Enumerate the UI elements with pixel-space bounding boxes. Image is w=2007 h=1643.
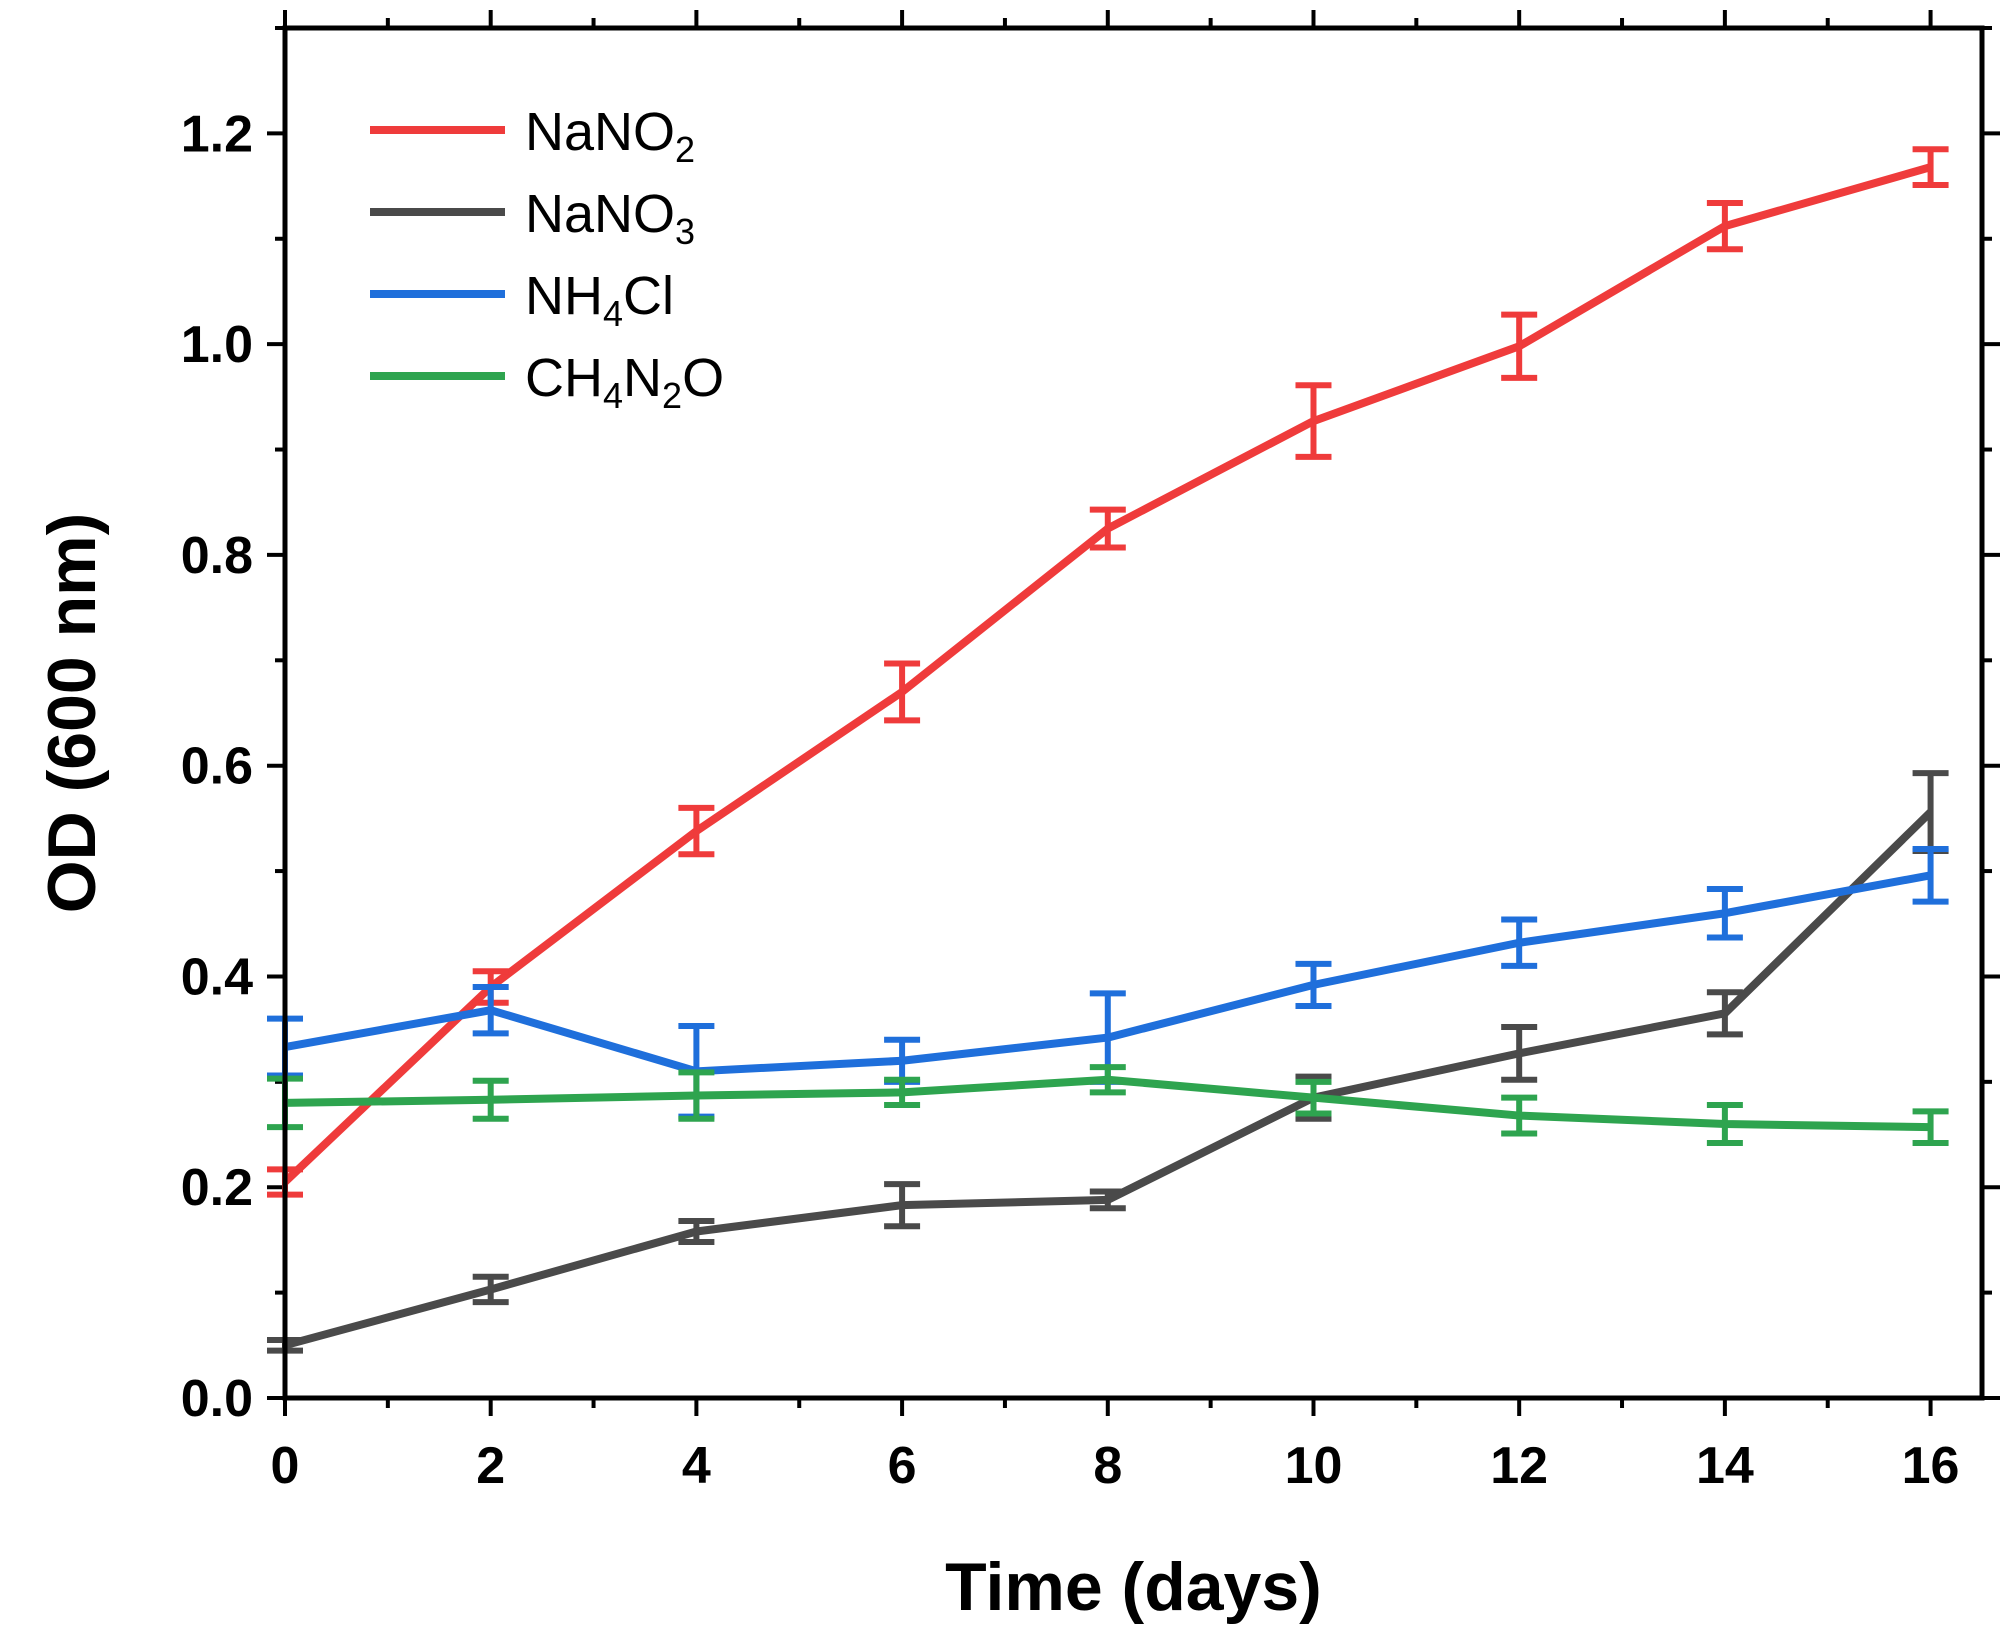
error-bar xyxy=(1706,885,1743,941)
error-bar xyxy=(1706,989,1743,1038)
error-bar xyxy=(1912,1108,1949,1146)
x-tick-label: 16 xyxy=(1902,1437,1960,1495)
error-bar xyxy=(472,1077,509,1122)
x-tick-label: 14 xyxy=(1696,1437,1754,1495)
x-tick-label: 2 xyxy=(476,1437,505,1495)
legend-item-NaNO3: NaNO3 xyxy=(370,184,695,252)
legend-label: NaNO2 xyxy=(525,102,695,170)
error-bar xyxy=(678,1217,715,1246)
error-bar xyxy=(472,984,509,1037)
error-bar xyxy=(1912,146,1949,189)
error-bar xyxy=(1501,916,1538,969)
legend-item-NH4Cl: NH4Cl xyxy=(370,266,674,334)
error-bar xyxy=(884,1181,921,1230)
error-bar xyxy=(472,1273,509,1306)
y-tick-label: 0.4 xyxy=(181,948,253,1006)
error-bar xyxy=(884,660,921,724)
error-bar xyxy=(1501,1024,1538,1083)
plot-frame xyxy=(282,25,1985,1401)
error-bar xyxy=(678,1069,715,1122)
tick-labels: 0 2 4 6 8 10 12 14 16 0.0 0.2 0.4 0.6 0.8 1.0 1.2 xyxy=(181,105,1960,1495)
legend-item-CH4N2O: CH4N2O xyxy=(370,348,724,416)
error-bar xyxy=(1501,1094,1538,1137)
error-bar xyxy=(1295,1078,1332,1117)
series-group xyxy=(267,146,1949,1354)
y-tick-label: 0.8 xyxy=(181,527,253,585)
error-bar xyxy=(1295,960,1332,1009)
error-bar xyxy=(1089,506,1126,551)
y-tick-label: 0.2 xyxy=(181,1159,253,1217)
y-axis-title: OD (600 nm) xyxy=(34,513,110,914)
x-tick-label: 12 xyxy=(1490,1437,1548,1495)
x-axis-title: Time (days) xyxy=(945,1549,1322,1625)
y-tick-label: 1.0 xyxy=(181,316,253,374)
error-bar xyxy=(678,804,715,858)
y-tick-label: 0.0 xyxy=(181,1370,253,1428)
error-bar xyxy=(1706,199,1743,253)
legend-label: CH4N2O xyxy=(525,348,724,416)
x-tick-label: 6 xyxy=(888,1437,917,1495)
series-NaNO3 xyxy=(267,770,1949,1354)
legend: NaNO2 NaNO3 NH4Cl CH4N2O xyxy=(370,102,724,416)
x-tick-label: 8 xyxy=(1093,1437,1122,1495)
x-tick-label: 10 xyxy=(1285,1437,1343,1495)
x-tick-label: 4 xyxy=(682,1437,711,1495)
series-NaNO2 xyxy=(267,146,1949,1198)
y-tick-label: 1.2 xyxy=(181,105,253,163)
series-CH4N2O xyxy=(267,1064,1949,1146)
error-bar xyxy=(1295,382,1332,460)
error-bar xyxy=(1912,770,1949,855)
error-bar xyxy=(1501,311,1538,381)
error-bar xyxy=(884,1076,921,1109)
error-bar xyxy=(1089,1064,1126,1096)
x-tick-label: 0 xyxy=(271,1437,300,1495)
legend-label: NH4Cl xyxy=(525,266,674,334)
error-bar xyxy=(1089,1188,1126,1212)
y-tick-label: 0.6 xyxy=(181,738,253,796)
error-bar xyxy=(1706,1102,1743,1146)
legend-item-NaNO2: NaNO2 xyxy=(370,102,695,170)
legend-label: NaNO3 xyxy=(525,184,695,252)
error-bar xyxy=(1912,845,1949,905)
